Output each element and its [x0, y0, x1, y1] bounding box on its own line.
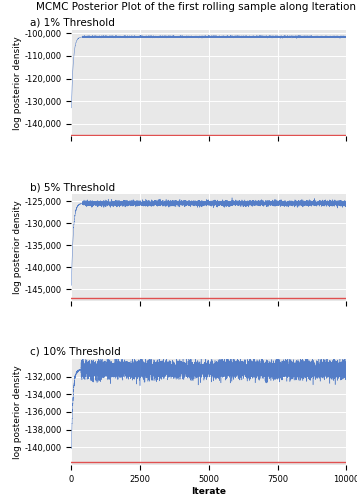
X-axis label: Iterate: Iterate	[191, 486, 226, 496]
Text: b) 5% Threshold: b) 5% Threshold	[30, 182, 115, 192]
Y-axis label: log posterior density: log posterior density	[12, 200, 22, 294]
Text: c) 10% Threshold: c) 10% Threshold	[30, 346, 121, 356]
Y-axis label: log posterior density: log posterior density	[12, 36, 22, 130]
Text: MCMC Posterior Plot of the first rolling sample along Iteration: MCMC Posterior Plot of the first rolling…	[36, 2, 356, 12]
Text: a) 1% Threshold: a) 1% Threshold	[30, 18, 115, 28]
Y-axis label: log posterior density: log posterior density	[12, 365, 21, 459]
